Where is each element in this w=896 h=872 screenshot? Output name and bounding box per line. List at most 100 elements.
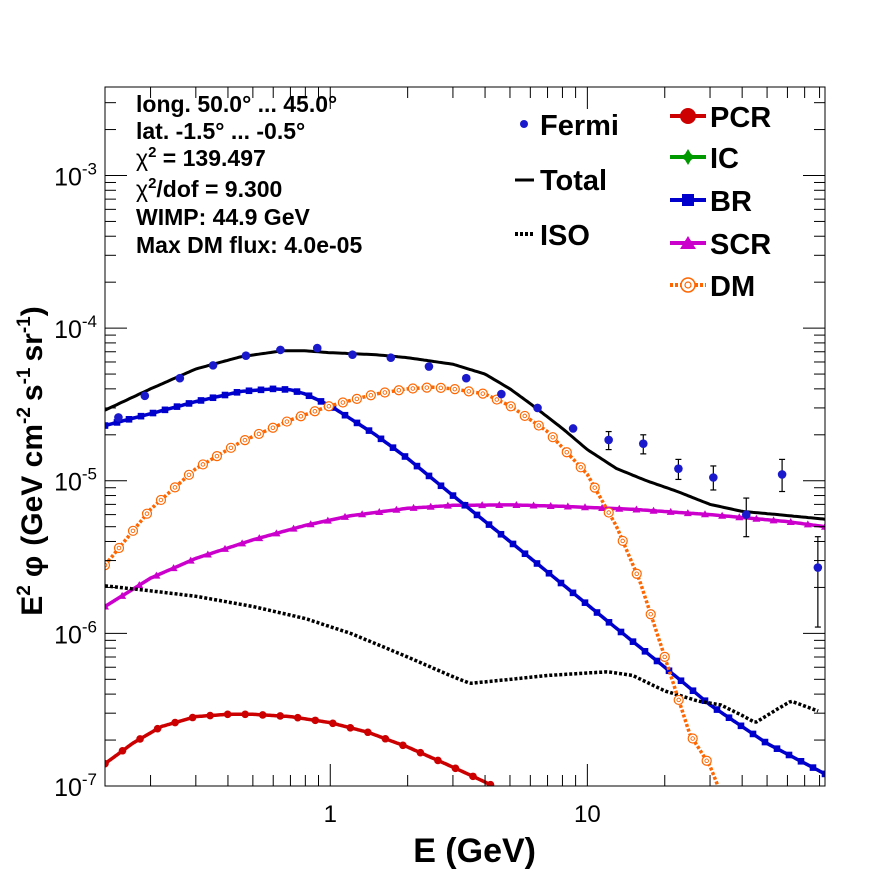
marker-br: [773, 745, 781, 752]
marker-br: [641, 648, 649, 655]
marker-dm-inner: [228, 445, 234, 451]
fermi-point: [175, 373, 185, 383]
marker-br: [401, 453, 409, 460]
marker-br: [305, 392, 313, 400]
y-tick-label: 10-7: [54, 770, 97, 802]
marker-br: [461, 501, 469, 509]
marker-br: [569, 589, 577, 597]
marker-scr: [341, 512, 349, 520]
axes: 1 10 10-7 10-6 10-5 10-4 10-3: [54, 87, 825, 828]
fermi-point: [568, 424, 578, 433]
marker-br: [437, 482, 445, 490]
series-layer: [105, 349, 825, 786]
marker-dm: [393, 385, 404, 396]
marker-scr: [803, 520, 812, 528]
y-tick-label: 10-5: [54, 465, 97, 497]
marker-br: [497, 530, 505, 538]
marker-dm: [267, 422, 279, 433]
marker-br: [125, 415, 133, 423]
marker-scr: [718, 511, 727, 519]
marker-br: [257, 386, 265, 394]
legend-br-label: BR: [710, 186, 752, 218]
marker-dm-inner: [200, 462, 206, 467]
fermi-point: [424, 362, 434, 371]
marker-dm-inner: [676, 697, 681, 703]
marker-scr: [255, 534, 264, 542]
marker-dm-inner: [105, 562, 108, 568]
marker-br: [281, 386, 289, 393]
marker-dm-inner: [172, 485, 178, 490]
marker-dm-inner: [648, 611, 653, 617]
marker-pcr: [118, 746, 127, 755]
marker-br: [389, 444, 397, 451]
marker-dm: [127, 525, 139, 536]
fermi-point: [241, 351, 251, 360]
marker-pcr: [451, 764, 460, 773]
annotation-latitude: lat. -1.5° ... -0.5°: [136, 118, 305, 144]
marker-br: [665, 667, 673, 675]
annotation-wimp: WIMP: 44.9 GeV: [136, 204, 310, 230]
marker-dm: [113, 542, 125, 554]
marker-pcr: [293, 713, 302, 722]
marker-pcr: [434, 756, 442, 765]
marker-pcr: [223, 710, 232, 719]
marker-br: [821, 770, 825, 778]
marker-dm: [519, 410, 530, 422]
marker-scr: [769, 516, 778, 524]
marker-br: [713, 706, 721, 713]
legend-iso-label: ISO: [540, 220, 590, 252]
marker-pcr: [136, 735, 144, 743]
marker-dm-inner: [242, 437, 248, 443]
marker-br: [269, 385, 277, 393]
marker-br: [749, 730, 757, 738]
marker-dm-inner: [214, 453, 220, 459]
fermi-point: [497, 389, 506, 399]
marker-scr: [392, 505, 401, 513]
marker-dm-inner: [508, 404, 514, 409]
marker-pcr: [346, 723, 355, 732]
fermi-point: [777, 470, 787, 479]
marker-scr: [615, 504, 624, 512]
legend-dm-marker: [680, 277, 696, 293]
marker-pcr: [105, 759, 109, 768]
legend-dm-marker-inner: [684, 281, 692, 289]
marker-scr: [752, 514, 761, 522]
marker-pcr: [258, 711, 267, 719]
marker-br: [413, 462, 421, 470]
marker-dm: [561, 447, 572, 458]
fermi-point: [533, 403, 542, 413]
fermi-point: [140, 391, 150, 401]
marker-dm: [463, 386, 474, 397]
marker-scr: [358, 510, 367, 518]
marker-dm-inner: [536, 423, 542, 428]
marker-scr: [683, 509, 692, 517]
marker-dm-inner: [130, 528, 136, 534]
marker-scr: [512, 501, 521, 509]
marker-dm: [407, 383, 418, 394]
marker-br: [485, 521, 493, 528]
marker-dm: [351, 393, 362, 404]
fermi-point: [604, 435, 613, 445]
marker-scr: [598, 504, 607, 512]
marker-dm-inner: [270, 425, 276, 430]
marker-br: [509, 540, 517, 548]
marker-br: [105, 422, 109, 429]
marker-br: [365, 427, 373, 434]
marker-pcr: [171, 718, 179, 727]
marker-pcr: [416, 748, 425, 757]
legend-fermi-marker: [520, 120, 528, 128]
marker-dm-inner: [550, 434, 556, 440]
marker-dm: [155, 494, 167, 506]
marker-pcr: [399, 741, 407, 750]
fermi-point: [312, 343, 322, 353]
marker-pcr: [153, 724, 162, 733]
marker-br: [725, 714, 733, 722]
marker-scr: [289, 524, 298, 532]
marker-br: [245, 387, 253, 395]
marker-scr: [306, 520, 315, 528]
marker-br: [221, 391, 229, 399]
marker-pcr: [276, 712, 285, 720]
marker-dm-inner: [606, 510, 611, 515]
marker-scr: [203, 550, 212, 558]
